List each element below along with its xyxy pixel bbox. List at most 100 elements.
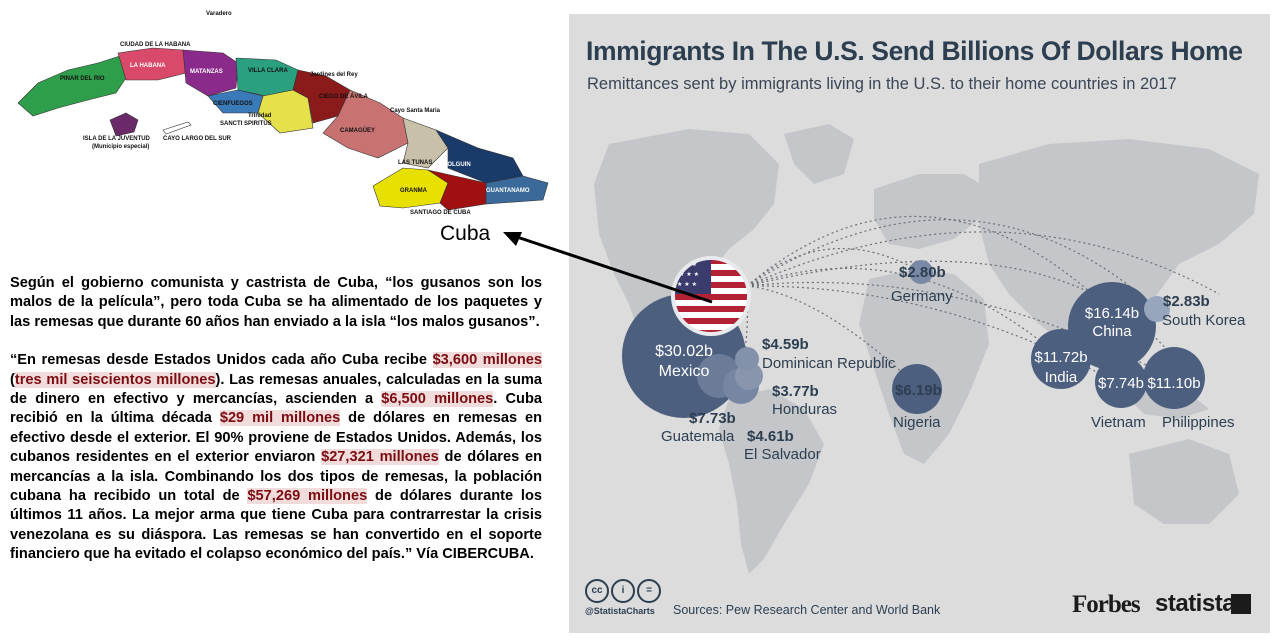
label-cayo-santa-maria: Cayo Santa Maria (390, 108, 441, 114)
india-value-label: $11.72b (1034, 349, 1088, 366)
label-las-tunas: LAS TUNAS (398, 160, 433, 166)
article-text: Según el gobierno comunista y castrista … (10, 274, 542, 584)
bubble-philippines (1143, 347, 1205, 409)
bubble-germany (909, 260, 933, 284)
sources-note: Sources: Pew Research Center and World B… (673, 603, 941, 617)
infographic-subtitle: Remittances sent by immigrants living in… (587, 75, 1177, 93)
label-sancti-spiritus: SANCTI SPIRITUS (220, 121, 272, 127)
honduras-country-label: Honduras (772, 401, 838, 418)
mexico-country-label: Mexico (658, 363, 710, 380)
arc-to-asia-2 (746, 231, 1220, 295)
continent-south-america (719, 389, 824, 574)
honduras-value-label: $3.77b (772, 383, 819, 400)
arc-to-vietnam (746, 285, 1120, 385)
south-korea-country-label: South Korea (1162, 312, 1246, 329)
continent-australia (1129, 439, 1239, 524)
label-cienfuegos: CIENFUEGOS (213, 101, 253, 107)
highlighted-figure: $27,321 millones (321, 449, 439, 466)
attribution-icon: i (611, 579, 635, 603)
forbes-logo: Forbes (1072, 591, 1141, 618)
article-text-run: “En remesas desde Estados Unidos cada añ… (10, 352, 433, 369)
continent-greenland (784, 124, 854, 184)
province-camaguey (322, 89, 409, 159)
article-paragraph-1: Según el gobierno comunista y castrista … (10, 275, 542, 330)
germany-value-label: $2.80b (899, 264, 946, 281)
cuba-province-map: CIUDAD DE LA HABANA Varadero LA HABANA P… (8, 8, 553, 223)
creative-commons-icons: cc i = (585, 579, 663, 603)
province-ciego-de-avila (292, 69, 351, 124)
bubble-china (1068, 282, 1156, 370)
guatemala-value-label: $7.73b (689, 410, 736, 427)
no-derivatives-icon: = (637, 579, 661, 603)
statista-logo: statista (1155, 590, 1236, 617)
label-pinar-del-rio: PINAR DEL RIO (60, 76, 105, 82)
highlighted-figure: $57,269 millones (247, 488, 368, 505)
label-ciudad-de-la-habana: CIUDAD DE LA HABANA (120, 42, 191, 48)
infographic-title: Immigrants In The U.S. Send Billions Of … (586, 36, 1243, 66)
arc-to-honduras-wide (746, 260, 1200, 395)
label-camaguey: CAMAGÜEY (340, 128, 376, 134)
province-pinar-del-rio (17, 55, 127, 117)
label-matanzas: MATANZAS (190, 69, 223, 75)
philippines-value-label: $11.10b (1147, 375, 1201, 392)
article-text-run: . Cuba recibió en la última década (10, 391, 542, 427)
article-text-run: ). Las remesas anuales, calculadas en la… (10, 371, 543, 408)
china-value-label: $16.14b (1084, 305, 1140, 322)
article-text-run: de dólares en mercancías a la isla. Comb… (10, 449, 542, 505)
el-salvador-value-label: $4.61b (747, 428, 794, 445)
bubble-nigeria (892, 364, 942, 414)
highlighted-figure: $29 mil millones (219, 410, 341, 427)
cuba-caption: Cuba (440, 222, 491, 245)
vietnam-country-label: Vietnam (1091, 414, 1146, 431)
province-isla-de-la-juventud (109, 112, 139, 137)
dominican-republic-country-label: Dominican Republic (762, 355, 896, 372)
continent-europe (874, 174, 989, 249)
svg-text:★ ★ ★: ★ ★ ★ (677, 281, 697, 288)
china-country-label: China (1092, 323, 1132, 340)
label-la-habana: LA HABANA (130, 63, 166, 69)
arc-to-india (746, 267, 1060, 357)
label-trinidad: Trinidad (248, 113, 272, 119)
germany-country-label: Germany (891, 288, 953, 305)
highlighted-figure: tres mil seiscientos millones (14, 371, 216, 388)
article-text-run: ( (10, 371, 15, 388)
south-korea-value-label: $2.83b (1163, 293, 1210, 310)
mexico-value-label: $30.02b (655, 343, 713, 360)
island-cayo-largo (162, 121, 192, 135)
statista-handle: @StatistaCharts (585, 606, 655, 616)
statista-logo-icon (1231, 594, 1251, 614)
cuba-map-shape (17, 47, 549, 211)
world-map: ★ ★ ★ ★ ★ ★ ★ ★ ★ (594, 124, 1259, 574)
label-ciego-de-avila: CIEGO DE ÁVILA (319, 94, 369, 100)
bubble-south-korea (1144, 296, 1170, 322)
india-country-label: India (1044, 369, 1078, 386)
label-jardines-del-rey: Jardines del Rey (310, 72, 358, 78)
vietnam-value-label: $7.74b (1098, 375, 1144, 392)
province-guantanamo (485, 175, 549, 205)
el-salvador-country-label: El Salvador (744, 446, 821, 463)
label-varadero: Varadero (206, 11, 232, 17)
highlighted-figure: $6,500 millones (381, 391, 494, 408)
label-guantanamo: GUANTANAMO (486, 188, 530, 194)
nigeria-value-label: $6.19b (895, 382, 942, 399)
continent-asia (979, 139, 1259, 344)
province-matanzas (182, 49, 239, 97)
bubble-vietnam (1095, 356, 1147, 408)
label-holguin: HOLGUIN (443, 162, 471, 168)
article-text-run: de dólares durante los últimos 11 años. … (10, 488, 543, 563)
label-municipio-especial: (Municipio especial) (92, 144, 150, 150)
cc-icon: cc (585, 579, 609, 603)
philippines-country-label: Philippines (1162, 414, 1235, 431)
label-isla-de-la-juventud: ISLA DE LA JUVENTUD (83, 136, 150, 142)
article-paragraph-2: “En remesas desde Estados Unidos cada añ… (10, 351, 542, 564)
label-santiago-de-cuba: SANTIAGO DE CUBA (410, 210, 471, 216)
article-text-run: de dólares en remesas en efectivo desde … (10, 410, 542, 466)
arc-to-south-korea (746, 219, 1155, 307)
guatemala-country-label: Guatemala (661, 428, 735, 445)
label-cayo-largo-del-sur: CAYO LARGO DEL SUR (163, 136, 232, 142)
label-granma: GRANMA (400, 188, 427, 194)
arc-to-china (746, 215, 1115, 315)
province-villa-clara (235, 57, 299, 97)
remittances-infographic: ★ ★ ★ ★ ★ ★ ★ ★ ★ Immigrants In The U.S.… (569, 14, 1270, 633)
label-villa-clara: VILLA CLARA (248, 68, 288, 74)
